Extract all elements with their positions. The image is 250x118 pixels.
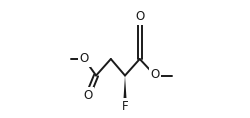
Polygon shape — [123, 76, 127, 103]
Text: O: O — [135, 10, 144, 23]
Text: O: O — [80, 52, 89, 65]
Text: O: O — [83, 89, 92, 102]
Text: O: O — [150, 68, 160, 81]
Text: F: F — [122, 100, 128, 113]
